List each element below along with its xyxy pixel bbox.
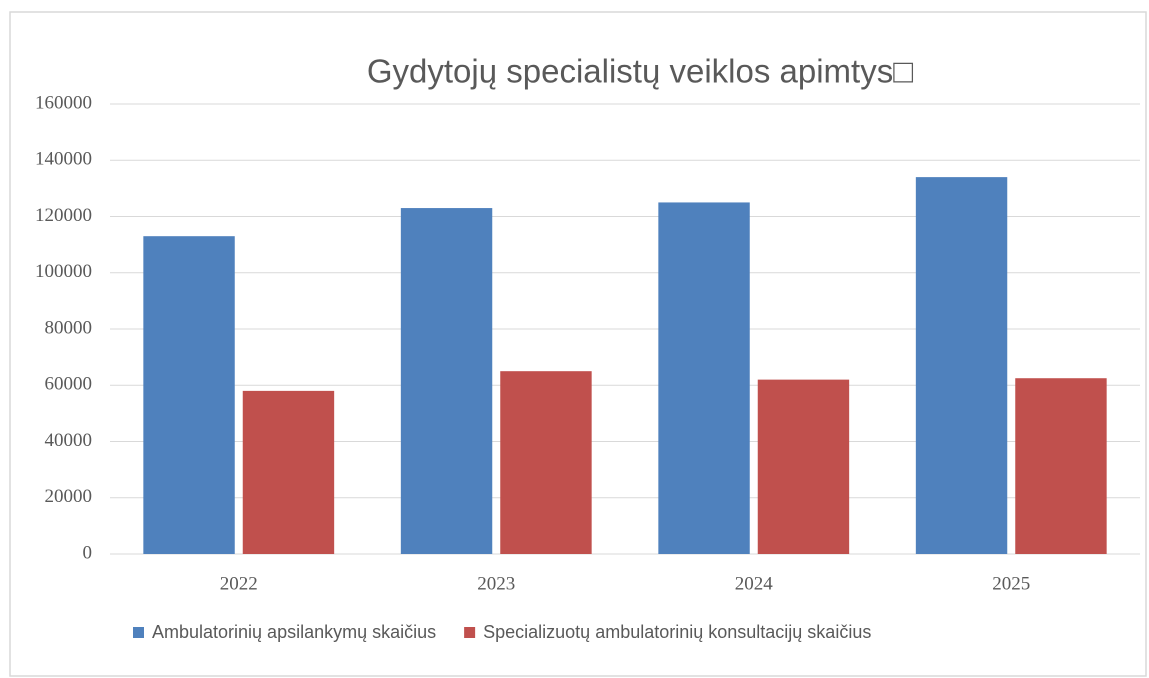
bar <box>915 177 1008 554</box>
chart-title: Gydytojų specialistų veiklos apimtys□ <box>367 53 913 90</box>
bar <box>757 379 850 554</box>
x-tick-label: 2025 <box>992 573 1030 594</box>
bar <box>1015 378 1107 554</box>
y-tick-label: 20000 <box>45 486 93 507</box>
y-tick-label: 120000 <box>35 205 92 226</box>
bar <box>143 236 235 554</box>
y-tick-label: 40000 <box>45 430 93 451</box>
bar <box>658 202 750 554</box>
legend-swatch <box>133 627 144 638</box>
x-tick-label: 2024 <box>735 573 774 594</box>
legend-swatch <box>464 627 476 638</box>
legend-label: Specializuotų ambulatorinių konsultacijų… <box>483 622 871 642</box>
y-tick-label: 100000 <box>35 261 92 282</box>
y-tick-label: 80000 <box>45 317 93 338</box>
bar <box>242 390 335 554</box>
y-tick-label: 140000 <box>35 149 92 170</box>
x-tick-label: 2022 <box>220 573 258 594</box>
x-tick-label: 2023 <box>477 573 515 594</box>
legend-label: Ambulatorinių apsilankymų skaičius <box>152 622 436 642</box>
bar <box>400 208 493 554</box>
y-tick-label: 60000 <box>45 374 93 395</box>
bar <box>500 371 592 554</box>
y-tick-label: 160000 <box>35 92 92 113</box>
y-tick-label: 0 <box>83 542 93 563</box>
